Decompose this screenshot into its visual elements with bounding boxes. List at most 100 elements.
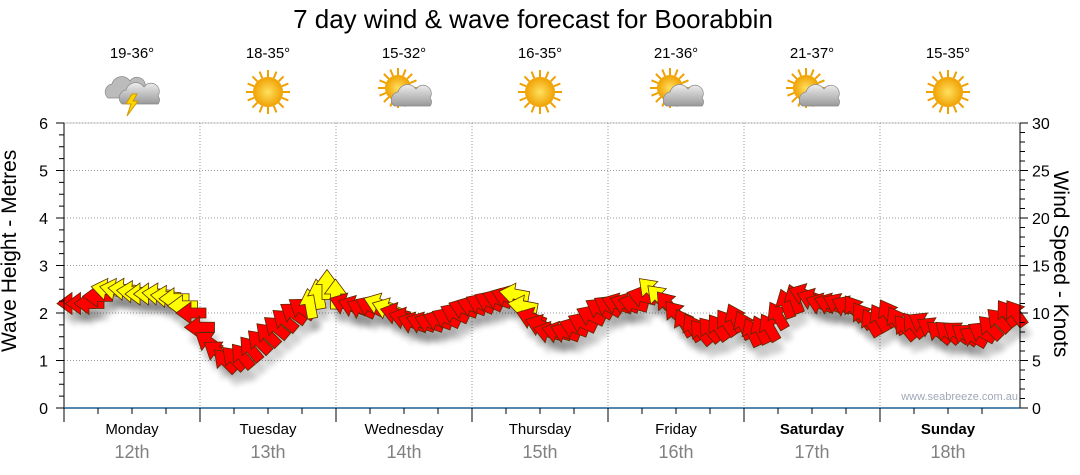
day-name: Thursday: [508, 421, 572, 438]
sun-ray: [927, 96, 935, 102]
sun-ray: [661, 69, 666, 77]
sun-disc: [933, 77, 963, 107]
sun-ray: [952, 71, 958, 79]
right-tick-label: 15: [1032, 259, 1050, 276]
sun-disc: [253, 77, 283, 107]
right-tick-label: 30: [1032, 116, 1050, 133]
sun-ray: [938, 71, 944, 79]
day-date: 18th: [930, 442, 966, 462]
left-tick-label: 3: [39, 259, 48, 276]
sun-ray: [281, 96, 289, 102]
left-tick-label: 6: [39, 116, 48, 133]
left-tick-label: 2: [39, 306, 48, 323]
sun-icon: [518, 70, 562, 114]
credit-link[interactable]: www.seabreeze.com.au: [901, 391, 1018, 403]
right-axis-label: Wind Speed - Knots: [1049, 170, 1072, 358]
cloud-shape: [390, 84, 432, 107]
sun-ray: [247, 96, 255, 102]
sun-ray: [810, 69, 815, 77]
day-name: Sunday: [920, 421, 976, 438]
sun-ray: [272, 105, 278, 113]
partly-cloudy-icon: [650, 68, 704, 108]
sun-ray: [961, 82, 969, 88]
sun-ray: [678, 73, 685, 80]
sun-ray: [383, 96, 390, 103]
sun-ray: [817, 79, 825, 84]
sun-ray: [797, 69, 802, 77]
left-tick-label: 0: [39, 401, 48, 418]
sun-icon: [926, 70, 970, 114]
sun-ray: [379, 92, 387, 97]
right-tick-label: 25: [1032, 164, 1050, 181]
sun-ray: [787, 92, 795, 97]
sun-ray: [931, 101, 939, 109]
sun-ray: [519, 82, 527, 88]
sun-ray: [952, 105, 958, 113]
sun-ray: [523, 75, 531, 83]
day-temperature: 19-36°: [109, 45, 155, 62]
sun-ray: [530, 71, 536, 79]
day-date: 17th: [794, 442, 830, 462]
day-name: Friday: [655, 421, 697, 438]
storm-icon: [104, 76, 160, 117]
sun-ray: [277, 75, 285, 83]
day-temperature: 15-35°: [925, 45, 971, 62]
day-temperature: 21-36°: [653, 45, 699, 62]
sun-ray: [957, 75, 965, 83]
sun-ray: [553, 82, 561, 88]
right-tick-label: 10: [1032, 306, 1050, 323]
sun-ray: [247, 82, 255, 88]
sun-icon: [246, 70, 290, 114]
day-name: Wednesday: [364, 421, 444, 438]
day-temperature: 21-37°: [789, 45, 835, 62]
sun-ray: [530, 105, 536, 113]
day-date: 14th: [386, 442, 422, 462]
partly-cloudy-icon: [378, 68, 432, 108]
sun-ray: [379, 79, 387, 84]
sun-ray: [277, 101, 285, 109]
day-name: Monday: [105, 421, 159, 438]
sun-ray: [519, 96, 527, 102]
sun-ray: [272, 71, 278, 79]
sun-ray: [258, 71, 264, 79]
sun-ray: [791, 73, 798, 80]
sun-ray: [281, 82, 289, 88]
sun-ray: [549, 75, 557, 83]
sun-ray: [681, 79, 689, 84]
sun-ray: [787, 79, 795, 84]
sun-ray: [655, 73, 662, 80]
sun-ray: [402, 69, 407, 77]
sun-ray: [258, 105, 264, 113]
sun-ray: [651, 92, 659, 97]
partly-cloudy-icon: [786, 68, 840, 108]
cloud-shape: [798, 84, 840, 107]
sun-ray: [674, 69, 679, 77]
arrow-shadow: [252, 342, 278, 368]
sun-ray: [251, 75, 259, 83]
right-tick-label: 20: [1032, 211, 1050, 228]
lightning: [125, 93, 139, 117]
sun-ray: [409, 79, 417, 84]
left-tick-label: 5: [39, 164, 48, 181]
sun-ray: [544, 71, 550, 79]
day-temperature: 18-35°: [245, 45, 291, 62]
wind-arrow: [1006, 300, 1029, 329]
sun-ray: [931, 75, 939, 83]
day-date: 13th: [250, 442, 286, 462]
sun-ray: [544, 105, 550, 113]
left-axis-label: Wave Height - Metres: [0, 149, 21, 352]
sun-ray: [957, 101, 965, 109]
sun-ray: [406, 73, 413, 80]
day-name: Saturday: [779, 421, 845, 438]
cloud-shape: [662, 84, 704, 107]
sun-ray: [814, 73, 821, 80]
day-date: 12th: [114, 442, 150, 462]
day-temperature: 16-35°: [517, 45, 563, 62]
sun-ray: [251, 101, 259, 109]
sun-ray: [961, 96, 969, 102]
day-temperature: 15-32°: [381, 45, 427, 62]
day-date: 15th: [522, 442, 558, 462]
sun-disc: [525, 77, 555, 107]
sun-ray: [553, 96, 561, 102]
sun-ray: [938, 105, 944, 113]
